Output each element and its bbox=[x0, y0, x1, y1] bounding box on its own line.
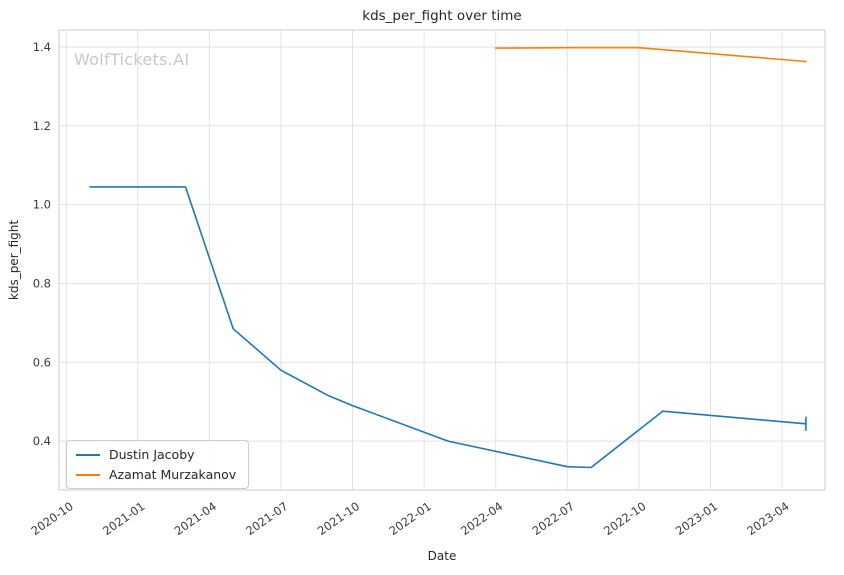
x-tick-label: 2022-07 bbox=[530, 499, 577, 538]
x-tick-label: 2021-07 bbox=[243, 499, 290, 538]
legend-line-dustin-jacoby bbox=[76, 453, 100, 456]
x-tick-label: 2021-10 bbox=[315, 499, 362, 538]
x-axis-label: Date bbox=[427, 549, 457, 563]
plot-background bbox=[59, 30, 825, 490]
plot-border bbox=[58, 29, 826, 491]
x-tick-label: 2023-04 bbox=[744, 499, 791, 538]
legend-item-azamat-murzakanov: Azamat Murzakanov bbox=[76, 467, 236, 482]
legend-label-dustin-jacoby: Dustin Jacoby bbox=[109, 447, 195, 462]
legend-label-azamat-murzakanov: Azamat Murzakanov bbox=[109, 467, 237, 482]
series-line-azamat-murzakanov bbox=[494, 46, 807, 63]
x-tick-label: 2021-01 bbox=[100, 499, 147, 538]
x-tick-label: 2020-10 bbox=[28, 499, 75, 538]
legend: Dustin Jacoby Azamat Murzakanov bbox=[66, 440, 250, 489]
x-tick-label: 2022-04 bbox=[458, 499, 505, 538]
series-line-dustin-jacoby bbox=[89, 186, 807, 469]
y-tick-label: 0.4 bbox=[33, 434, 51, 448]
y-tick-label: 1.2 bbox=[33, 119, 51, 133]
y-tick-label: 0.6 bbox=[33, 355, 51, 369]
watermark: WolfTickets.AI bbox=[74, 50, 190, 69]
chart-title: kds_per_fight over time bbox=[362, 8, 522, 24]
y-axis-label: kds_per_fight bbox=[7, 219, 21, 301]
x-tick-label: 2021-04 bbox=[172, 499, 219, 538]
y-tick-label: 0.8 bbox=[33, 276, 51, 290]
x-tick-label: 2022-10 bbox=[601, 499, 648, 538]
y-tick-label: 1.0 bbox=[33, 198, 51, 212]
y-tick-label: 1.4 bbox=[33, 40, 51, 54]
x-tick-label: 2023-01 bbox=[673, 499, 720, 538]
legend-line-azamat-murzakanov bbox=[76, 473, 100, 476]
x-tick-label: 2022-01 bbox=[386, 499, 433, 538]
legend-item-dustin-jacoby: Dustin Jacoby bbox=[76, 447, 236, 462]
